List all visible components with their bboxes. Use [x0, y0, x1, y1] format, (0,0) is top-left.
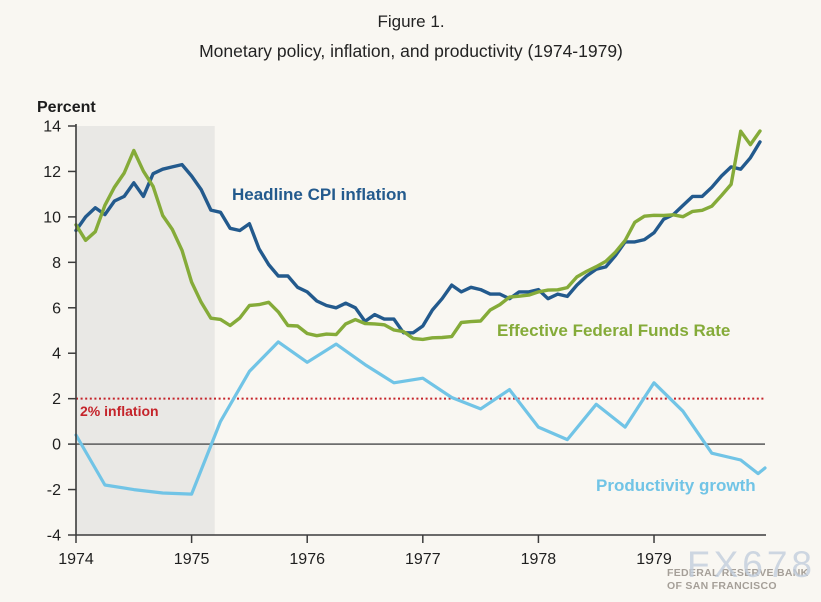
series-line-1	[74, 129, 762, 342]
x-tick-label: 1975	[174, 551, 210, 568]
figure-title: Monetary policy, inflation, and producti…	[199, 41, 623, 61]
series-lines	[74, 129, 767, 496]
reference-lines	[76, 397, 765, 446]
watermark-logo: FX678	[687, 544, 816, 585]
y-tick-label: -4	[47, 528, 61, 545]
watermark-org-line1: FEDERAL RESERVE BANK	[667, 567, 809, 579]
series-label-productivity-growth: Productivity growth	[596, 476, 756, 495]
x-tick-label: 1977	[405, 551, 441, 568]
y-ticks: 14 12 10 8 6 4 2 0 -2 -4	[43, 119, 76, 545]
watermark: FEDERAL RESERVE BANK OF SAN FRANCISCO FX…	[667, 544, 816, 592]
axis-unit-label: Percent	[37, 99, 96, 116]
series-label-headline-cpi: Headline CPI inflation	[232, 185, 407, 204]
x-ticks: 1974 1975 1976 1977 1978 1979	[58, 535, 672, 568]
series-line-2	[74, 340, 767, 496]
series-line-0	[74, 140, 762, 335]
x-tick-label: 1976	[289, 551, 325, 568]
x-tick-label: 1979	[636, 551, 672, 568]
y-tick-label: 2	[52, 391, 61, 408]
y-tick-label: -2	[47, 482, 61, 499]
y-tick-label: 0	[52, 437, 61, 454]
y-tick-label: 10	[43, 209, 61, 226]
series-label-effective-federal-funds-rate: Effective Federal Funds Rate	[497, 321, 730, 340]
y-tick-label: 12	[43, 164, 61, 181]
x-tick-label: 1974	[58, 551, 94, 568]
target-line-label: 2% inflation	[80, 403, 159, 419]
y-tick-label: 4	[52, 346, 61, 363]
y-tick-label: 8	[52, 255, 61, 272]
watermark-org-line2: OF SAN FRANCISCO	[667, 580, 777, 592]
figure-label: Figure 1.	[377, 12, 444, 31]
x-tick-label: 1978	[521, 551, 557, 568]
y-tick-label: 6	[52, 300, 61, 317]
y-tick-label: 14	[43, 119, 61, 136]
